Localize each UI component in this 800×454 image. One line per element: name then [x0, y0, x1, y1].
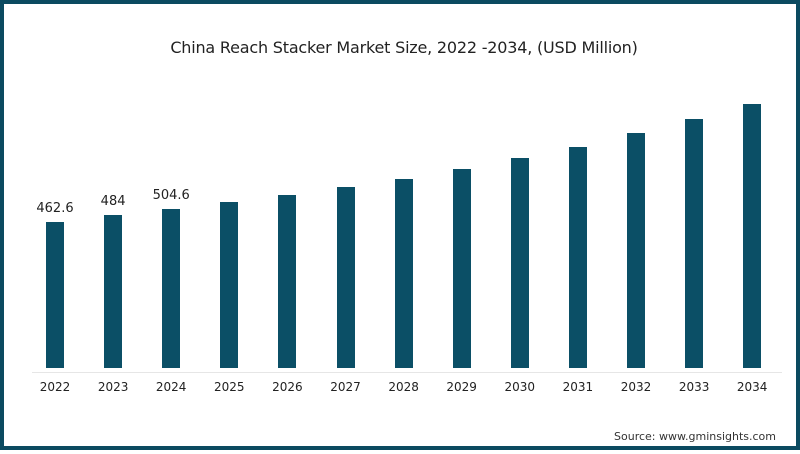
bar-2032 — [627, 133, 645, 368]
x-tick-label: 2025 — [214, 380, 245, 394]
bar-2027 — [336, 187, 355, 368]
x-tick-label: 2032 — [620, 380, 652, 394]
x-tick-label: 2030 — [504, 380, 536, 394]
bar-2028 — [394, 178, 413, 368]
x-tick-label: 2023 — [97, 380, 129, 394]
bar-2026 — [278, 194, 297, 368]
source-note: Source: www.gminsights.com — [614, 430, 776, 443]
x-tick-label: 2031 — [562, 380, 594, 394]
bar-2025 — [220, 201, 239, 368]
bar-2033 — [685, 118, 704, 368]
bar-2031 — [568, 147, 587, 368]
data-label: 462.6 — [36, 200, 74, 216]
x-tick-label: 2029 — [446, 380, 477, 394]
bar-2034 — [743, 104, 762, 368]
data-label: 484 — [100, 194, 126, 210]
x-axis-baseline — [32, 372, 782, 373]
x-tick-label: 2033 — [678, 380, 710, 394]
bar-2022 — [46, 221, 64, 368]
x-tick-label: 2024 — [155, 380, 187, 394]
x-tick-label: 2026 — [272, 380, 303, 394]
chart-title: China Reach Stacker Market Size, 2022 -2… — [170, 38, 638, 57]
x-tick-label: 2027 — [330, 380, 361, 394]
x-tick-label: 2022 — [39, 380, 71, 394]
bar-2030 — [510, 158, 529, 368]
data-label: 504.6 — [152, 187, 190, 203]
bar-2029 — [452, 169, 471, 368]
bar-2023 — [104, 215, 123, 368]
x-tick-label: 2028 — [388, 380, 419, 394]
bar-2024 — [162, 208, 181, 368]
x-tick-label: 2034 — [736, 380, 768, 394]
plot-area: 2022 462.6 2023 484 2024 504.6 2025 2026 2027 202… — [4, 4, 800, 454]
